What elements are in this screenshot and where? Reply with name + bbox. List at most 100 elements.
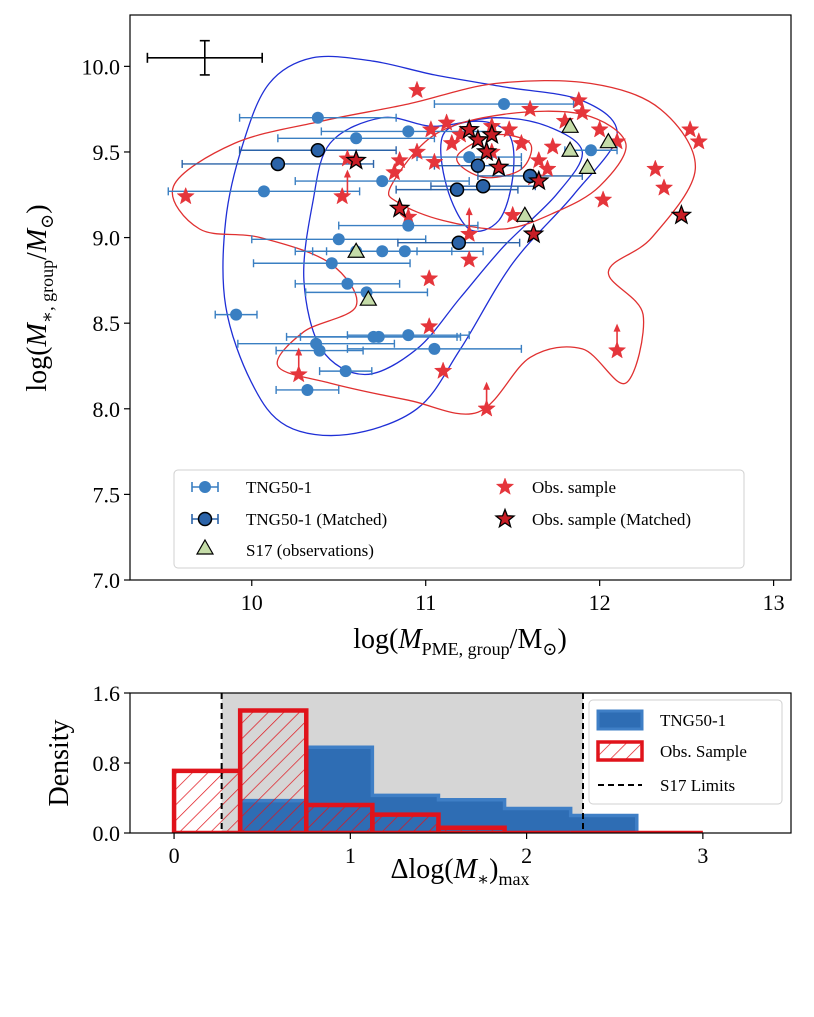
obs-histogram-bar <box>237 708 309 833</box>
obs-star <box>442 133 462 152</box>
x-tick-label: 13 <box>763 590 785 615</box>
s17-triangle <box>561 117 580 133</box>
legend-label-s17: S17 (observations) <box>246 541 374 560</box>
scatter-x-ticks: 10 11 12 13 <box>241 580 785 615</box>
scatter-legend: TNG50-1 TNG50-1 (Matched) S17 (observati… <box>173 469 745 569</box>
s17-triangle <box>599 132 618 149</box>
obs-star <box>607 340 627 359</box>
obs-star <box>437 113 456 131</box>
obs-histogram-bar <box>436 825 507 833</box>
tng-point <box>398 245 411 258</box>
obs-star <box>569 90 588 109</box>
tng-matched-point <box>449 182 465 197</box>
obs-star <box>425 152 444 171</box>
scatter-y-axis-label: log(M∗, group/M⊙) <box>22 204 57 391</box>
obs-star <box>421 119 441 138</box>
representative-error-bar <box>146 39 264 76</box>
hist-x-tick-label: 0 <box>169 843 180 868</box>
tng-point <box>428 342 441 355</box>
tng-matched-point <box>470 158 486 173</box>
s17-limit-lines <box>220 693 585 833</box>
s17-triangle <box>347 242 366 258</box>
scatter-panel: 10 11 12 13 7.0 7.5 8.0 8.5 9.0 9.5 10.0 log(MPME… <box>22 14 792 659</box>
y-tick-label: 7.5 <box>93 482 121 507</box>
hist-y-tick-label: 1.6 <box>93 681 121 706</box>
tng-point <box>402 219 415 232</box>
histogram-y-ticks: 0.0 0.8 1.6 <box>93 681 130 846</box>
x-tick-label: 12 <box>589 590 611 615</box>
obs-matched-star <box>481 123 503 145</box>
scatter-x-axis-label: log(MPME, group/M⊙) <box>353 624 567 659</box>
contour-1-0 <box>171 79 696 415</box>
obs-star <box>555 111 575 129</box>
obs-star <box>680 119 700 138</box>
tng-point <box>350 132 363 145</box>
legend-label-tng-matched: TNG50-1 (Matched) <box>246 510 387 529</box>
y-tick-label: 7.0 <box>93 568 121 593</box>
s17-triangle <box>561 141 580 157</box>
obs-star <box>390 150 409 169</box>
tng-point <box>341 277 354 290</box>
obs-star <box>593 190 613 208</box>
contour-1-1 <box>387 110 627 230</box>
s17-triangle <box>359 290 378 306</box>
histogram-obs <box>171 708 703 833</box>
scatter-y-ticks: 7.0 7.5 8.0 8.5 9.0 9.5 10.0 <box>82 54 130 593</box>
obs-star <box>477 399 496 417</box>
y-tick-label: 10.0 <box>82 54 121 79</box>
tng-point <box>313 344 326 357</box>
legend-patch-tng <box>596 709 644 731</box>
obs-star <box>512 133 531 152</box>
obs-histogram-bar <box>370 812 441 833</box>
tng-point <box>230 308 243 321</box>
tng-point <box>584 144 597 157</box>
y-tick-label: 8.0 <box>93 397 121 422</box>
tng-point <box>376 245 389 258</box>
tng-point <box>497 98 510 111</box>
obs-star <box>646 159 665 177</box>
tng-point <box>376 175 389 188</box>
legend-marker-s17 <box>195 538 215 555</box>
tng-point <box>257 185 270 198</box>
obs-star <box>573 102 592 121</box>
tng-matched-point <box>310 143 326 158</box>
s17-triangle <box>578 158 597 174</box>
contour-0-0 <box>222 55 618 437</box>
tng-matched-point <box>475 178 491 194</box>
obs-star <box>543 137 562 155</box>
tng-point <box>339 365 352 378</box>
obs-matched-star <box>487 156 510 177</box>
y-tick-label: 9.5 <box>93 140 121 165</box>
tng-matched-point <box>451 235 467 250</box>
obs-star <box>538 159 557 177</box>
histogram-x-axis-label: Δlog(M∗)max <box>391 854 530 889</box>
tng-point <box>301 383 314 396</box>
legend-marker-tng <box>191 481 219 493</box>
x-tick-label: 11 <box>415 590 436 615</box>
obs-star <box>689 131 709 150</box>
obs-star <box>654 178 674 196</box>
legend-label-hist-tng: TNG50-1 <box>660 711 726 730</box>
legend-patch-obs <box>596 740 644 762</box>
density-contours <box>171 55 696 437</box>
tng-point <box>372 330 385 343</box>
hist-x-tick-label: 2 <box>521 843 532 868</box>
obs-star <box>459 250 479 268</box>
legend-label-hist-obs: Obs. Sample <box>660 742 747 761</box>
hist-y-tick-label: 0.8 <box>93 751 121 776</box>
obs-star <box>459 224 479 242</box>
s17-triangle <box>515 206 534 222</box>
scatter-points <box>176 80 709 417</box>
obs-matched-star <box>467 128 489 150</box>
obs-matched-star <box>388 197 411 218</box>
obs-star <box>529 150 548 169</box>
histogram-x-ticks: 0 1 2 3 <box>169 833 708 868</box>
scatter-plot-frame <box>129 14 792 581</box>
tng-point <box>311 111 324 124</box>
obs-matched-star <box>527 169 550 191</box>
tng-point <box>402 329 415 342</box>
obs-star <box>407 142 427 160</box>
obs-star <box>407 80 427 99</box>
x-tick-label: 10 <box>241 590 263 615</box>
legend-marker-tng-matched <box>191 511 219 527</box>
